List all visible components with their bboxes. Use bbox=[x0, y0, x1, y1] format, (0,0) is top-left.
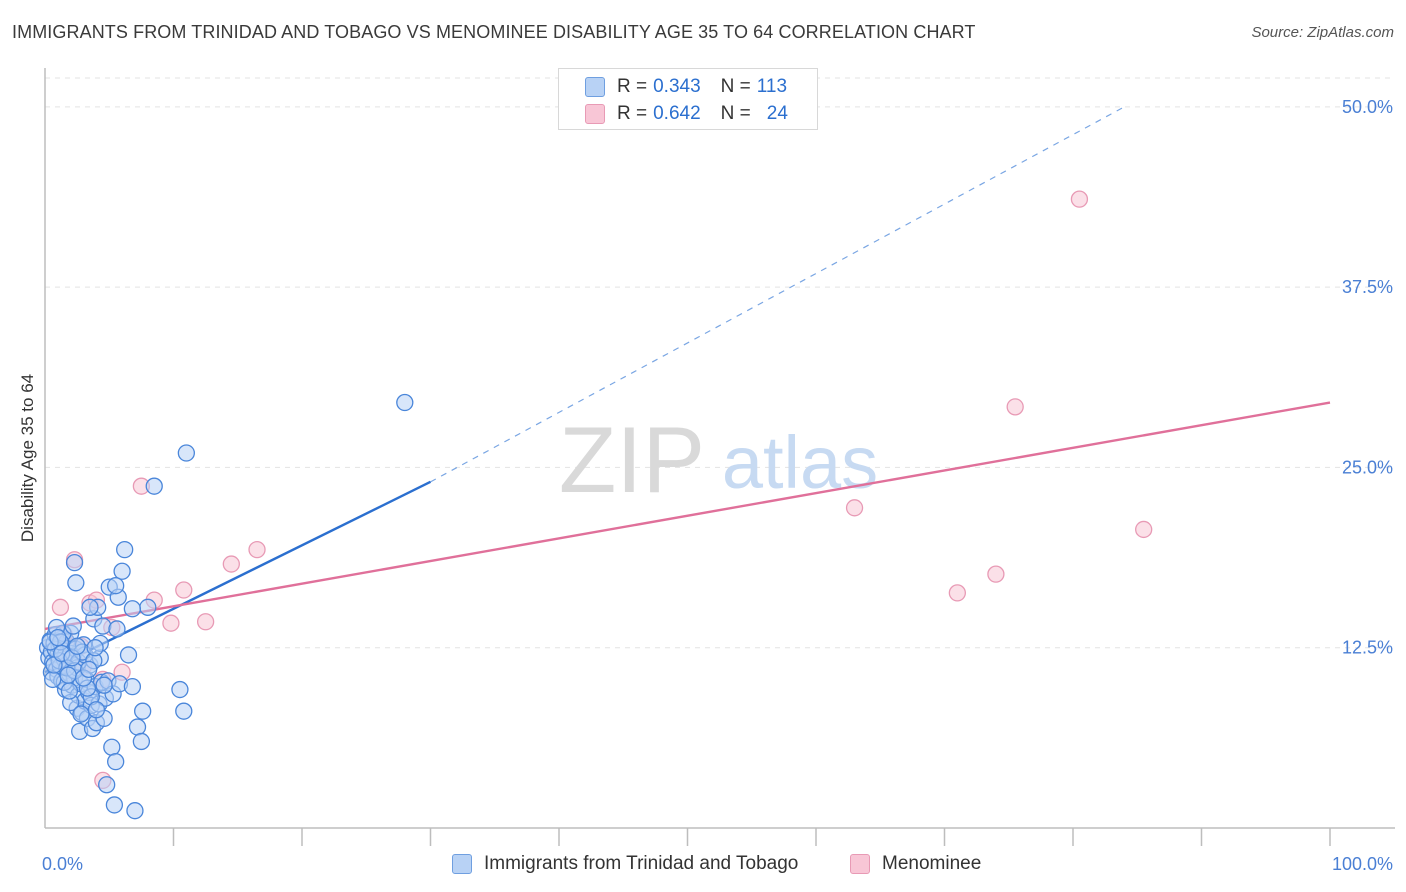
point-immigrants bbox=[59, 666, 77, 684]
point-immigrants bbox=[86, 639, 104, 657]
bottom-legend-label-immigrants: Immigrants from Trinidad and Tobago bbox=[484, 853, 799, 874]
point-menominee bbox=[845, 499, 864, 517]
data-points bbox=[38, 190, 1153, 820]
point-immigrants bbox=[123, 600, 142, 618]
axes bbox=[44, 68, 1395, 846]
point-immigrants bbox=[67, 574, 85, 592]
trend-lines bbox=[44, 106, 1331, 674]
point-immigrants bbox=[128, 718, 147, 736]
point-immigrants bbox=[98, 776, 116, 794]
point-immigrants bbox=[65, 553, 84, 572]
y-tick-label: 12.5% bbox=[1342, 638, 1393, 658]
chart-title: IMMIGRANTS FROM TRINIDAD AND TOBAGO VS M… bbox=[12, 22, 976, 42]
point-immigrants bbox=[80, 660, 98, 678]
point-immigrants bbox=[95, 676, 113, 694]
y-tick-label: 37.5% bbox=[1342, 277, 1393, 297]
point-menominee bbox=[196, 613, 215, 631]
watermark-zip: ZIP bbox=[559, 407, 705, 512]
point-menominee bbox=[162, 614, 180, 632]
point-immigrants bbox=[107, 577, 125, 595]
x-tick-label: 0.0% bbox=[42, 854, 83, 874]
legend-r-label: R = bbox=[617, 103, 648, 124]
point-menominee bbox=[1006, 398, 1024, 416]
trend-line-immigrants bbox=[44, 480, 432, 674]
point-menominee bbox=[222, 555, 240, 573]
legend-r-value: 0.642 bbox=[653, 103, 701, 124]
gridlines bbox=[45, 77, 1395, 649]
point-immigrants bbox=[81, 598, 99, 616]
point-immigrants bbox=[145, 477, 163, 495]
x-tick-label: 100.0% bbox=[1332, 854, 1393, 874]
legend-n-label: N = bbox=[720, 103, 751, 124]
point-immigrants bbox=[132, 732, 151, 751]
bottom-legend-swatch-blue bbox=[452, 854, 472, 874]
chart-source: Source: ZipAtlas.com bbox=[1251, 24, 1394, 41]
watermark: ZIP atlas bbox=[559, 407, 878, 512]
point-immigrants bbox=[105, 796, 124, 814]
point-menominee bbox=[1135, 520, 1153, 539]
point-immigrants bbox=[64, 617, 82, 635]
y-tick-label: 25.0% bbox=[1342, 457, 1393, 477]
legend-n-value: 24 bbox=[766, 103, 788, 124]
legend-swatch-blue bbox=[585, 77, 605, 97]
legend-r-label: R = bbox=[617, 76, 648, 97]
point-immigrants bbox=[139, 598, 157, 616]
point-menominee bbox=[248, 540, 266, 559]
point-immigrants bbox=[87, 701, 106, 719]
point-immigrants bbox=[116, 540, 134, 559]
point-menominee bbox=[175, 581, 193, 599]
point-immigrants bbox=[94, 617, 112, 635]
trend-line-menominee bbox=[44, 401, 1331, 631]
legend-row-menominee: R = 0.642 N = 24 bbox=[585, 103, 788, 125]
point-immigrants bbox=[119, 646, 138, 664]
point-immigrants bbox=[134, 702, 152, 720]
point-immigrants bbox=[177, 444, 196, 462]
point-immigrants bbox=[103, 738, 121, 756]
point-immigrants bbox=[171, 680, 189, 699]
bottom-legend-menominee: Menominee bbox=[850, 852, 981, 876]
legend-n-label: N = bbox=[720, 76, 751, 97]
stats-legend: R = 0.343 N = 113 R = 0.642 N = 24 bbox=[558, 68, 818, 130]
legend-r-value: 0.343 bbox=[653, 76, 701, 97]
point-immigrants bbox=[175, 702, 193, 720]
point-immigrants bbox=[49, 628, 67, 647]
point-immigrants bbox=[44, 670, 62, 689]
legend-swatch-pink bbox=[585, 104, 605, 124]
point-immigrants bbox=[123, 678, 142, 696]
tick-labels: 12.5% 25.0% 37.5% 50.0% 0.0% 100.0% bbox=[42, 97, 1393, 874]
point-immigrants bbox=[107, 753, 125, 771]
y-tick-label: 50.0% bbox=[1342, 97, 1393, 117]
point-immigrants bbox=[72, 705, 90, 723]
legend-row-immigrants: R = 0.343 N = 113 bbox=[585, 76, 787, 98]
watermark-atlas: atlas bbox=[722, 421, 878, 504]
bottom-legend-swatch-pink bbox=[850, 854, 870, 874]
point-immigrants bbox=[113, 562, 131, 580]
bottom-legend-immigrants: Immigrants from Trinidad and Tobago bbox=[452, 852, 798, 876]
bottom-legend-label-menominee: Menominee bbox=[882, 853, 982, 874]
point-menominee bbox=[1070, 190, 1089, 208]
legend-n-value: 113 bbox=[756, 76, 788, 97]
point-menominee bbox=[51, 598, 70, 616]
point-immigrants bbox=[108, 620, 126, 638]
point-immigrants bbox=[126, 802, 144, 820]
point-menominee bbox=[987, 565, 1005, 583]
point-immigrants bbox=[68, 637, 86, 655]
point-immigrants bbox=[60, 682, 79, 700]
point-immigrants bbox=[396, 393, 414, 412]
point-menominee bbox=[948, 584, 966, 602]
